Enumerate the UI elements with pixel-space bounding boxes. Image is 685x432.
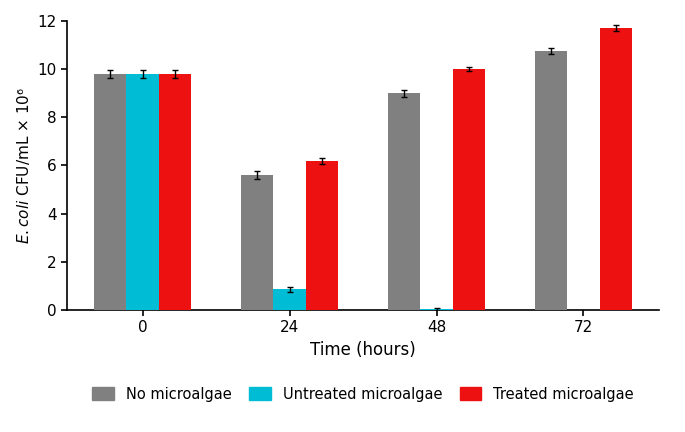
Bar	[241, 175, 273, 310]
Bar	[535, 51, 567, 310]
X-axis label: Time (hours): Time (hours)	[310, 341, 416, 359]
Bar	[159, 74, 191, 310]
Bar	[127, 74, 159, 310]
Bar	[453, 69, 485, 310]
Y-axis label: $\it{E. coli}$ CFU/mL × 10⁶: $\it{E. coli}$ CFU/mL × 10⁶	[15, 87, 32, 244]
Bar	[273, 289, 306, 310]
Legend: No microalgae, Untreated microalgae, Treated microalgae: No microalgae, Untreated microalgae, Tre…	[86, 381, 640, 407]
Bar	[421, 309, 453, 310]
Bar	[306, 161, 338, 310]
Bar	[388, 93, 421, 310]
Bar	[599, 28, 632, 310]
Bar	[94, 74, 127, 310]
